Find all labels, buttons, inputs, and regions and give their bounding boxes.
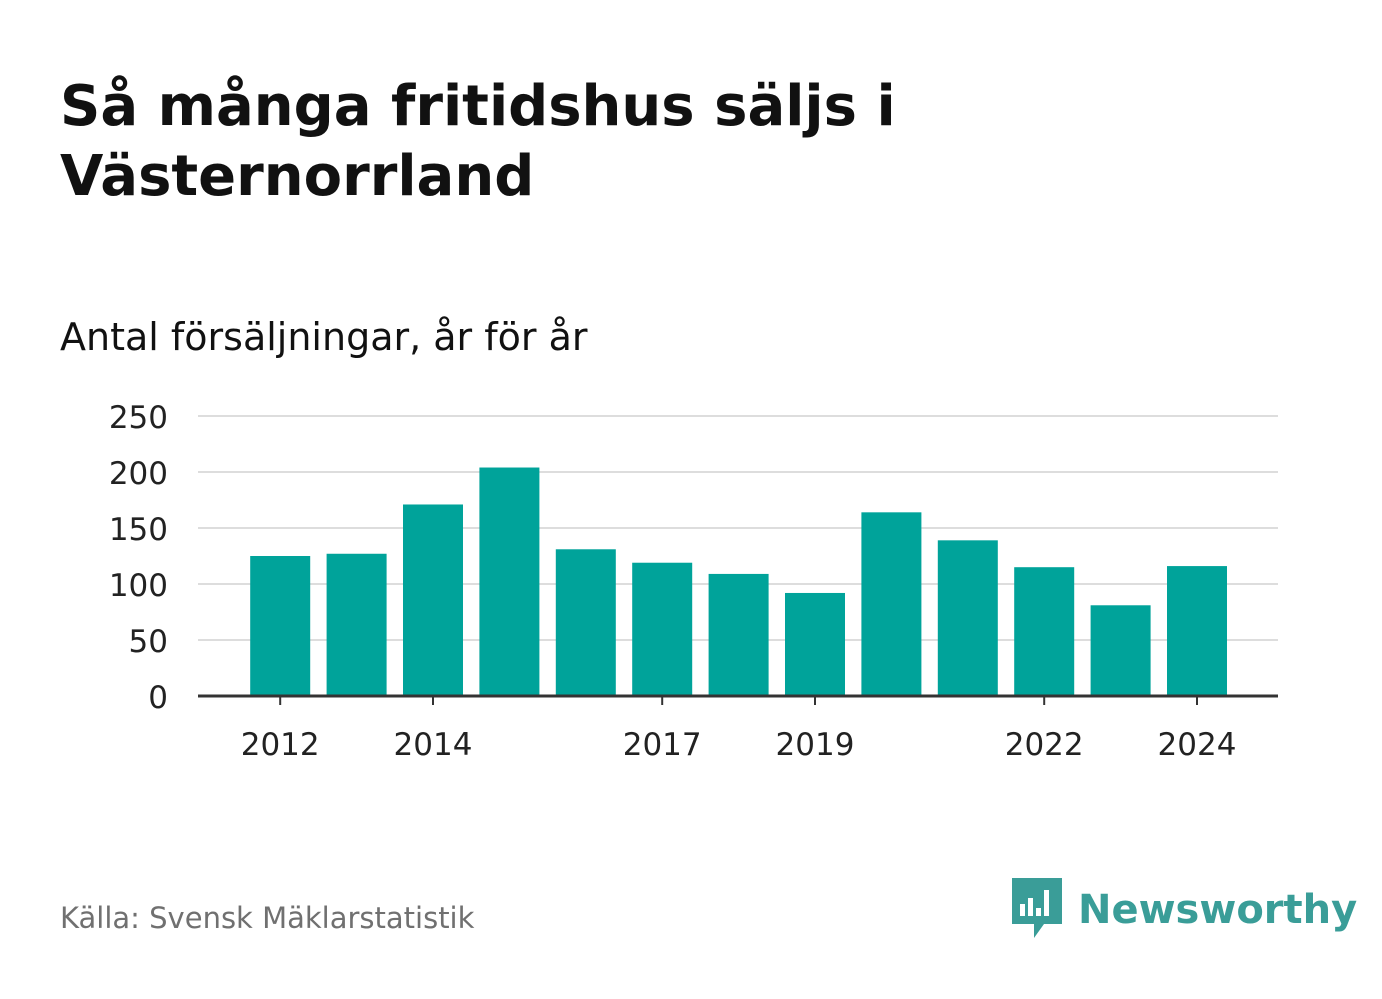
bar-chart: 0 50 100 150 200 250 2012 2014 2017 2019 2022 2024 [109, 400, 1278, 763]
x-tick-label-2012: 2012 [241, 727, 320, 763]
x-tick-label-2022: 2022 [1005, 727, 1084, 763]
y-tick-label: 200 [109, 456, 168, 492]
x-tick-label-2014: 2014 [394, 727, 473, 763]
x-tick-label-2017: 2017 [623, 727, 702, 763]
bar-2018 [708, 573, 769, 696]
y-tick-label: 0 [148, 680, 168, 716]
y-tick-label: 250 [109, 400, 168, 436]
y-tick-label: 150 [109, 512, 168, 548]
bar-2012 [250, 556, 311, 696]
brand-logo: Newsworthy [1012, 878, 1357, 942]
bar-2016 [555, 549, 616, 696]
bar-2013 [326, 553, 387, 696]
newsworthy-logo-icon [1012, 878, 1062, 938]
chart-title: Så många fritidshus säljs i Västernorrla… [60, 74, 896, 209]
bar-2024 [1167, 566, 1227, 696]
chart-subtitle: Antal försäljningar, år för år [60, 315, 588, 359]
bar-2019 [785, 592, 845, 696]
bar-2014 [403, 504, 463, 696]
bar-2017 [632, 562, 693, 696]
bar-2022 [1014, 567, 1075, 696]
x-tick-label-2024: 2024 [1158, 727, 1237, 763]
bar-2020 [861, 512, 922, 696]
y-tick-label: 100 [109, 568, 168, 604]
bar-2021 [937, 540, 998, 696]
source-note: Källa: Svensk Mäklarstatistik [60, 901, 475, 935]
bar-2015 [479, 467, 540, 696]
x-tick-label-2019: 2019 [776, 727, 855, 763]
y-tick-label: 50 [129, 624, 168, 660]
bar-2023 [1090, 605, 1151, 696]
brand-name: Newsworthy [1078, 887, 1358, 933]
